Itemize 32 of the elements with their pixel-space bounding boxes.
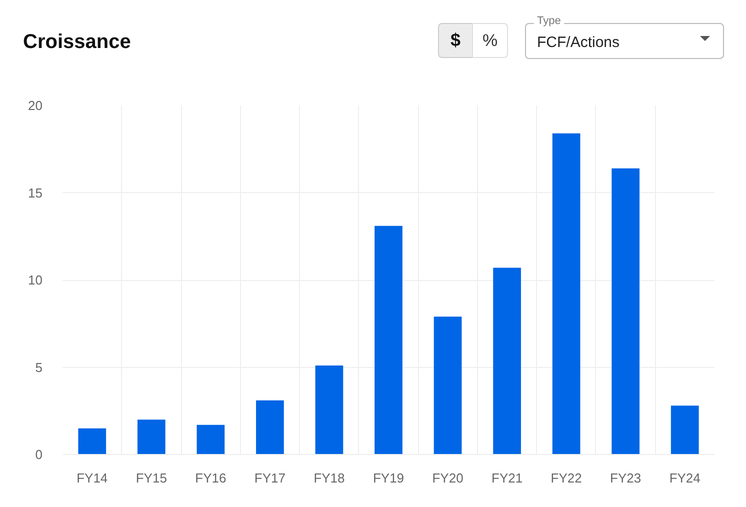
x-tick-label: FY20	[432, 470, 464, 486]
bar	[256, 400, 284, 454]
x-tick-label: FY15	[136, 470, 167, 486]
chart-title: Croissance	[23, 30, 131, 55]
bar	[137, 420, 166, 454]
bar	[493, 268, 521, 454]
bar	[315, 366, 344, 454]
bar	[612, 168, 640, 454]
y-tick-label: 5	[35, 360, 43, 375]
y-tick-label: 15	[28, 185, 43, 200]
x-tick-label: FY19	[372, 470, 404, 486]
x-tick-label: FY22	[550, 470, 582, 486]
y-tick-label: 10	[28, 272, 43, 288]
x-tick-label: FY18	[314, 470, 345, 486]
bar	[552, 133, 580, 454]
bar	[670, 406, 699, 454]
text: $	[438, 23, 473, 58]
bar	[78, 428, 106, 454]
bar	[434, 316, 462, 454]
x-tick-label: FY14	[76, 470, 108, 486]
text: %	[472, 23, 508, 58]
x-tick-label: FY17	[254, 470, 286, 486]
x-tick-label: FY16	[195, 470, 226, 486]
text: Type	[534, 14, 564, 30]
x-tick-label: FY23	[610, 470, 642, 486]
text: FCF/Actions	[537, 33, 620, 53]
bar	[196, 424, 225, 454]
bar	[374, 226, 402, 454]
y-tick-label: 20	[28, 98, 43, 113]
x-tick-label: FY21	[492, 470, 523, 486]
x-tick-label: FY24	[669, 470, 700, 486]
y-tick-label: 0	[35, 447, 43, 462]
